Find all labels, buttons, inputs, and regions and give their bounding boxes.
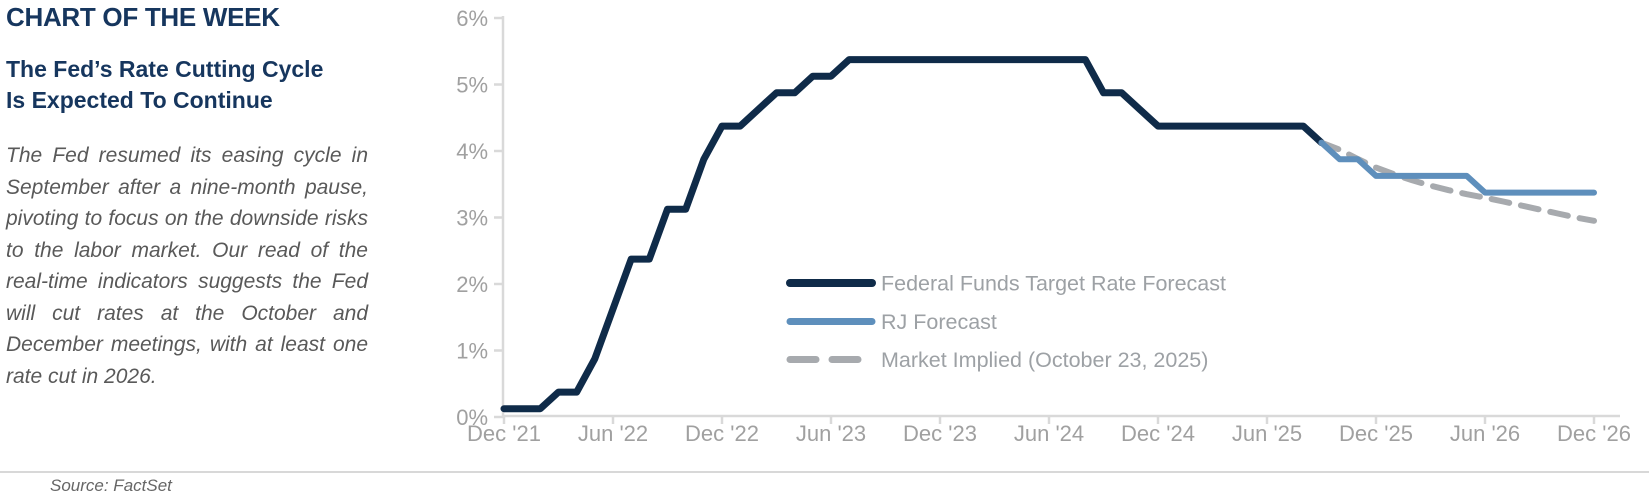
y-tick-label: 3%	[456, 206, 488, 231]
legend-label: RJ Forecast	[881, 310, 997, 334]
series-line-gray	[1318, 139, 1597, 224]
legend-item: RJ Forecast	[786, 310, 997, 334]
chart-subtitle-line1: The Fed’s Rate Cutting Cycle	[6, 56, 324, 82]
source-note: Source: FactSet	[50, 476, 172, 495]
x-tick-label: Dec '21	[467, 421, 541, 446]
x-tick-label: Jun '25	[1232, 421, 1302, 446]
x-tick-label: Dec '25	[1339, 421, 1413, 446]
y-tick-label: 5%	[456, 73, 488, 98]
y-tick-label: 4%	[456, 139, 488, 164]
legend-label: Market Implied (October 23, 2025)	[881, 348, 1208, 372]
page-title: CHART OF THE WEEK	[6, 2, 280, 32]
legend-item: Federal Funds Target Rate Forecast	[786, 272, 1226, 296]
x-tick-label: Dec '24	[1121, 421, 1195, 446]
chart-area: 0% 1% 2% 3% 4% 5% 6% Dec '21 Jun '22 Dec '22 Jun '…	[456, 6, 1631, 446]
x-tick-label: Jun '23	[796, 421, 866, 446]
chart-subtitle-line2: Is Expected To Continue	[6, 87, 273, 113]
y-tick-label: 1%	[456, 339, 488, 364]
chart-subtitle: The Fed’s Rate Cutting Cycle Is Expected …	[6, 54, 368, 116]
y-tick-label: 6%	[456, 6, 488, 31]
x-tick-label: Jun '26	[1450, 421, 1520, 446]
commentary-text: The Fed resumed its easing cycle in Sept…	[6, 144, 368, 388]
x-tick-label: Jun '22	[578, 421, 648, 446]
legend-item: Market Implied (October 23, 2025)	[786, 348, 1208, 372]
footer-divider	[0, 471, 1649, 473]
x-tick-label: Jun '24	[1014, 421, 1084, 446]
rate-chart: 0% 1% 2% 3% 4% 5% 6% Dec '21 Jun '22 Dec '22 Jun '…	[456, 6, 1631, 446]
left-column: CHART OF THE WEEK The Fed’s Rate Cutting…	[6, 2, 368, 392]
y-tick-label: 0%	[456, 405, 488, 430]
x-tick-label: Dec '26	[1557, 421, 1631, 446]
x-tick-label: Dec '22	[685, 421, 759, 446]
series-line-blue	[1318, 139, 1597, 196]
y-tick-label: 2%	[456, 272, 488, 297]
x-tick-label: Dec '23	[903, 421, 977, 446]
series-line-navy	[500, 56, 1325, 413]
legend-label: Federal Funds Target Rate Forecast	[881, 272, 1226, 296]
